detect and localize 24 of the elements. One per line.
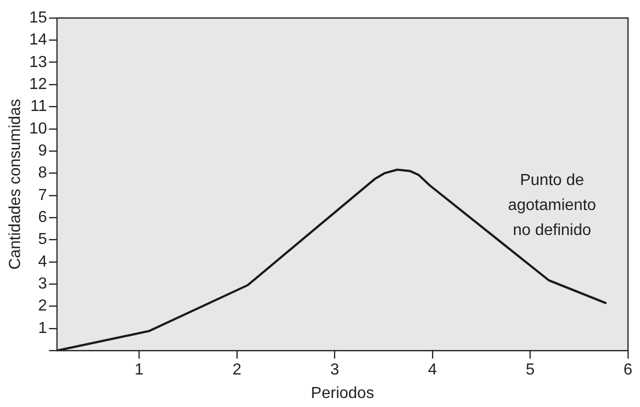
x-tick-label: 2: [232, 362, 242, 379]
annotation: Punto de agotamiento no definido: [506, 171, 598, 241]
y-tick-label: 3: [38, 275, 48, 292]
y-tick-label: 10: [29, 120, 48, 138]
y-axis-title: Cantidades consumidas: [7, 98, 24, 270]
y-tick-label: 8: [38, 164, 48, 182]
y-tick-label: 6: [38, 208, 48, 226]
y-tick-label: 15: [29, 9, 48, 26]
y-tick-label: 2: [38, 298, 48, 315]
x-tick-label: 4: [428, 362, 437, 379]
x-tick-label: 6: [624, 362, 633, 379]
y-tick-label: 11: [30, 98, 48, 116]
y-tick-label: 12: [29, 76, 48, 93]
x-axis-title: Periodos: [310, 384, 374, 402]
y-tick-label: 13: [29, 54, 48, 71]
y-tick-label: 14: [29, 32, 48, 49]
y-tick-label: 1: [38, 320, 48, 337]
y-tick-label: 5: [38, 231, 48, 248]
x-tick-label: 3: [330, 362, 340, 379]
x-tick-label: 1: [134, 362, 144, 379]
x-tick-label: 5: [526, 362, 535, 379]
y-tick-label: 7: [38, 186, 48, 204]
y-tick-label: 4: [38, 253, 48, 270]
y-tick-label: 9: [38, 142, 48, 160]
